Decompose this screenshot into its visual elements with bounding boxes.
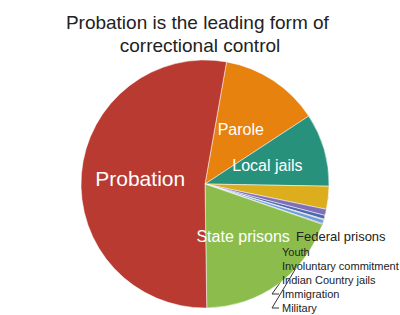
svg-text:State prisons: State prisons — [196, 228, 289, 245]
svg-text:Probation is the leading form: Probation is the leading form of — [66, 12, 334, 33]
svg-text:Probation: Probation — [95, 167, 185, 190]
svg-text:Indian Country jails: Indian Country jails — [282, 274, 376, 286]
svg-text:Involuntary commitment: Involuntary commitment — [282, 260, 399, 272]
svg-text:Parole: Parole — [218, 121, 264, 138]
svg-text:Immigration: Immigration — [282, 288, 339, 300]
svg-text:Federal prisons: Federal prisons — [296, 229, 386, 244]
svg-text:Military: Military — [282, 302, 317, 314]
svg-text:Local jails: Local jails — [232, 157, 302, 174]
svg-text:Youth: Youth — [282, 246, 310, 258]
svg-text:correctional control: correctional control — [120, 35, 281, 56]
